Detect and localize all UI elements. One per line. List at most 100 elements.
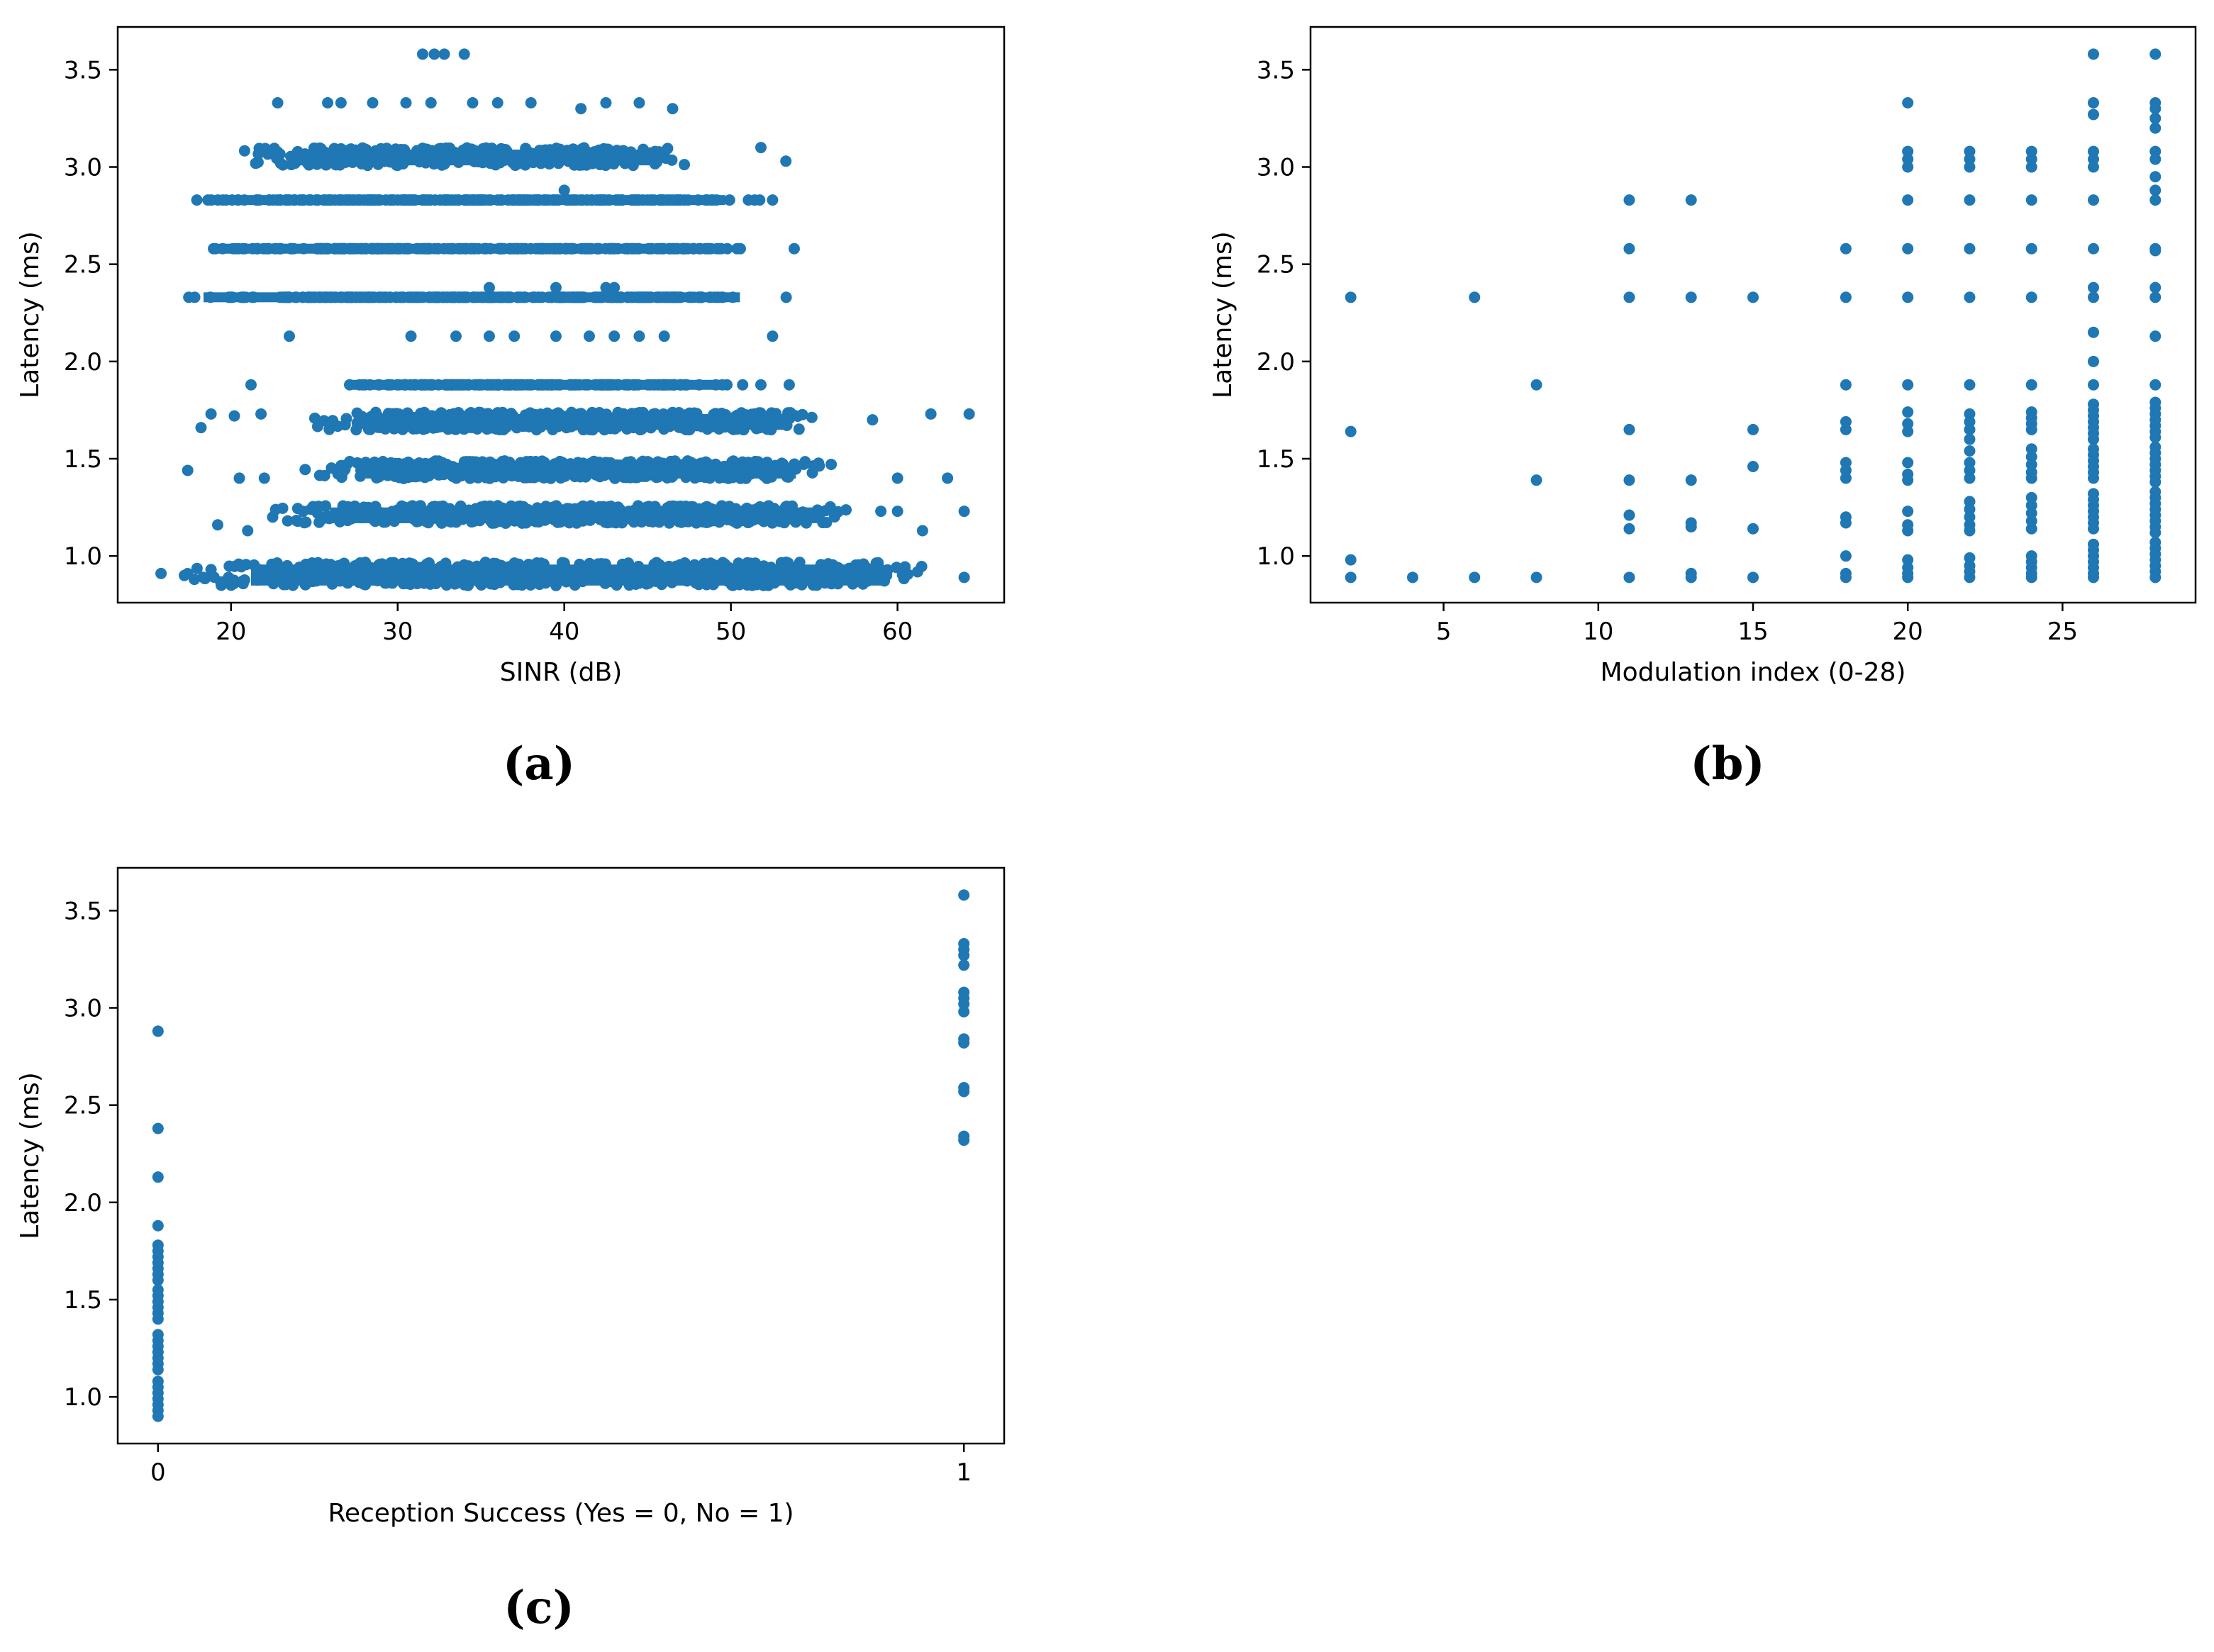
scatter-band <box>250 564 884 586</box>
scatter-point <box>2088 281 2099 294</box>
scatter-band <box>210 195 725 206</box>
scatter-point <box>1902 242 1914 255</box>
scatter-point <box>425 96 437 108</box>
scatter-point <box>2025 242 2037 255</box>
scatter-point <box>1345 291 1357 303</box>
scatter-point <box>1902 418 1914 430</box>
scatter-point <box>274 157 287 169</box>
scatter-point <box>2025 491 2037 503</box>
scatter-point <box>245 379 257 391</box>
scatter-point <box>608 281 621 294</box>
y-tick-label: 2.5 <box>1257 251 1295 279</box>
scatter-point <box>1685 194 1697 206</box>
scatter-point <box>2025 145 2037 157</box>
scatter-point <box>152 1410 164 1422</box>
scatter-point <box>1840 379 1852 391</box>
scatter-point <box>2149 291 2162 303</box>
scatter-point <box>1964 457 1976 469</box>
scatter-point <box>1964 408 1976 420</box>
scatter-point <box>1685 571 1697 584</box>
scatter-point <box>2149 245 2162 257</box>
scatter-point <box>205 564 217 576</box>
scatter-point <box>2088 108 2099 121</box>
scatter-point <box>806 467 818 479</box>
axes-frame <box>116 866 1006 1445</box>
scatter-point <box>2025 472 2037 484</box>
scatter-point <box>633 96 645 108</box>
scatter-point <box>2025 379 2037 391</box>
scatter-point <box>367 96 379 108</box>
scatter-point <box>2025 153 2037 165</box>
scatter-point <box>1964 153 1976 165</box>
scatter-point <box>1964 433 1976 445</box>
scatter-point <box>1623 242 1635 255</box>
scatter-point <box>344 456 356 468</box>
scatter-point <box>2149 476 2162 488</box>
scatter-point <box>958 949 970 961</box>
scatter-point <box>2088 355 2099 367</box>
scatter-point <box>252 156 264 168</box>
scatter-point <box>1840 423 1852 435</box>
scatter-point <box>1964 525 1976 537</box>
scatter-point <box>2025 451 2037 463</box>
scatter-point <box>1623 291 1635 303</box>
scatter-point <box>2149 103 2162 115</box>
scatter-point <box>2149 48 2162 60</box>
scatter-point <box>326 462 338 474</box>
x-tick-label: 40 <box>549 618 579 646</box>
scatter-point <box>2149 527 2162 539</box>
scatter-point <box>189 574 201 586</box>
scatter-point <box>600 281 612 294</box>
scatter-point <box>1840 571 1852 584</box>
scatter-point <box>788 242 800 255</box>
y-tick-label: 3.0 <box>64 154 102 182</box>
scatter-point <box>178 569 190 581</box>
scatter-point <box>1964 415 1976 428</box>
scatter-band <box>330 507 823 523</box>
scatter-point <box>1902 406 1914 418</box>
scatter-point <box>958 998 970 1010</box>
scatter-point <box>282 515 294 527</box>
y-tick-label: 3.0 <box>1257 154 1295 182</box>
scatter-point <box>2088 96 2099 108</box>
scatter-point <box>1902 153 1914 165</box>
scatter-point <box>958 506 970 518</box>
chart-a: 20 30 40 50 60 1.0 1.5 2.0 2.5 3.0 3.5 SINR (dB) Lat… <box>16 26 1006 687</box>
scatter-point <box>575 103 587 115</box>
scatter-band <box>369 414 789 430</box>
scatter-point <box>2025 423 2037 435</box>
scatter-point <box>550 330 562 342</box>
scatter-point <box>2025 291 2037 303</box>
scatter-point <box>320 512 332 524</box>
scatter-point <box>600 96 612 108</box>
scatter-point <box>311 420 323 432</box>
scatter-point <box>262 148 274 160</box>
scatter-point <box>284 330 296 342</box>
scatter-point <box>2088 145 2099 157</box>
scatter-point <box>911 566 923 578</box>
scatter-points <box>155 48 975 591</box>
scatter-point <box>1747 423 1759 435</box>
scatter-point <box>1964 145 1976 157</box>
scatter-point <box>2025 499 2037 511</box>
scatter-point <box>755 379 767 391</box>
scatter-point <box>1902 161 1914 173</box>
scatter-point <box>152 1274 164 1286</box>
scatter-point <box>525 96 537 108</box>
scatter-point <box>335 462 347 474</box>
scatter-point <box>1964 445 1976 457</box>
caption-c: (c) <box>504 1581 574 1634</box>
scatter-point <box>2025 443 2037 455</box>
scatter-point <box>344 379 356 391</box>
scatter-point <box>237 575 249 587</box>
scatter-point <box>916 525 928 537</box>
scatter-point <box>1964 194 1976 206</box>
scatter-point <box>2025 194 2037 206</box>
scatter-point <box>1623 474 1635 486</box>
scatter-point <box>723 194 735 206</box>
scatter-point <box>658 330 670 342</box>
scatter-point <box>438 48 450 60</box>
y-tick-label: 2.0 <box>1257 348 1295 376</box>
scatter-point <box>467 96 479 108</box>
scatter-point <box>2149 145 2162 157</box>
